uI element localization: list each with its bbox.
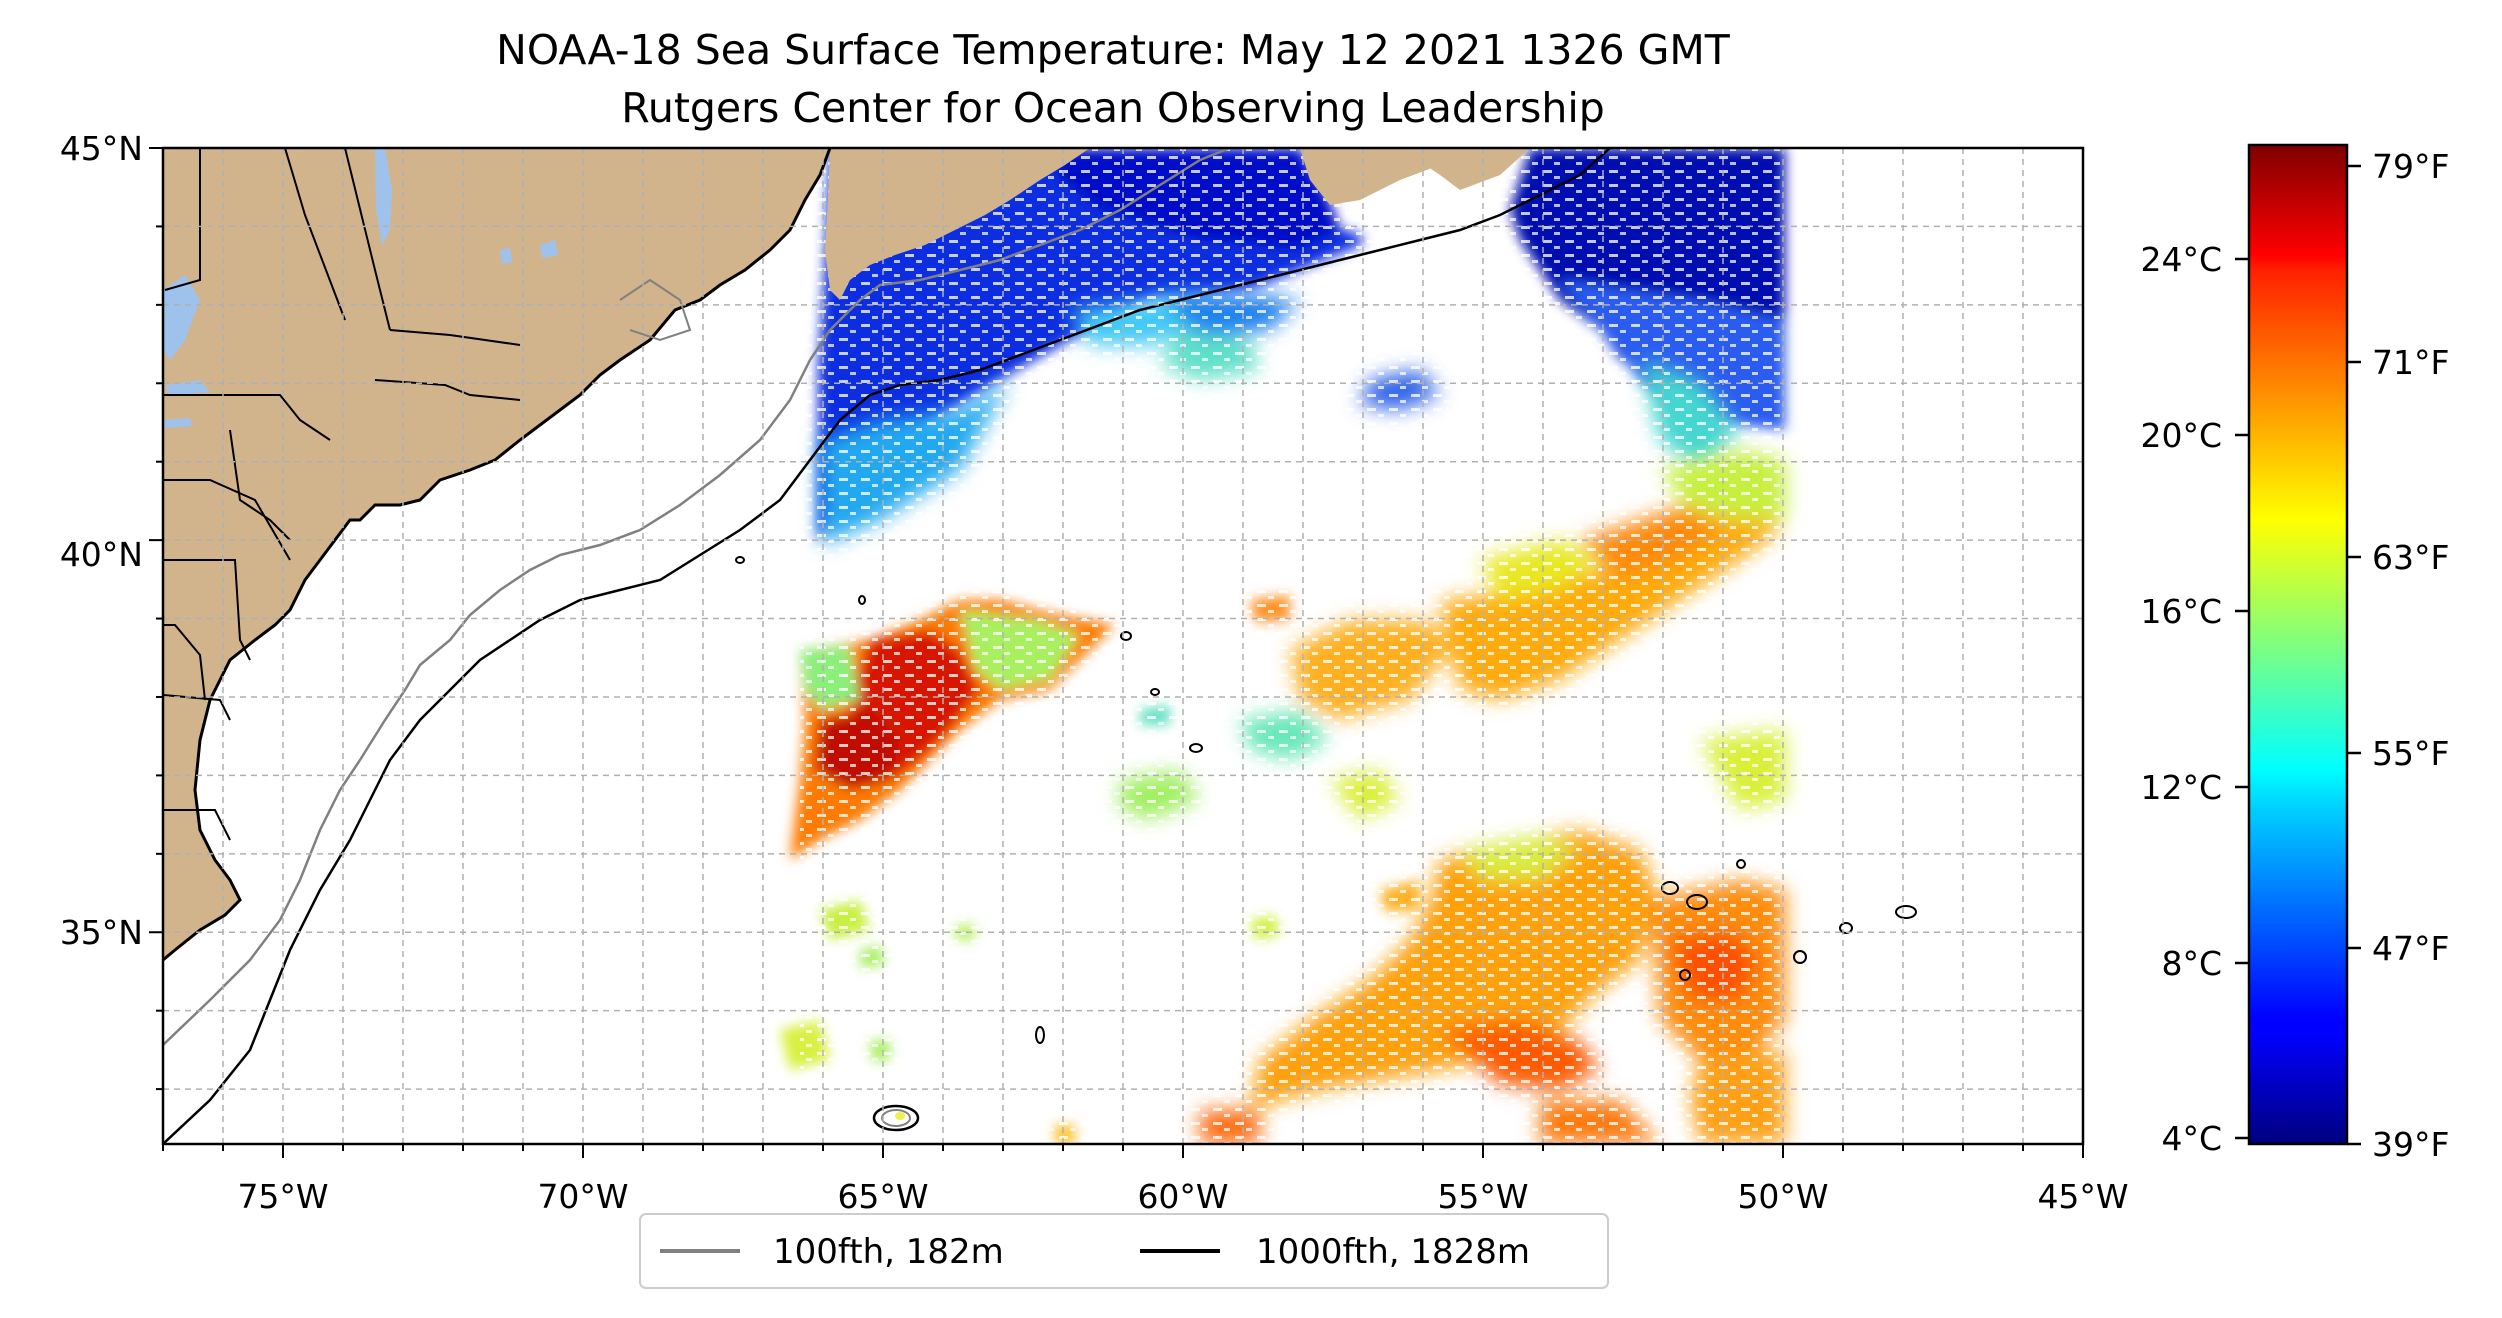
colorbar-fahrenheit-ticks	[2347, 164, 2361, 1146]
fahrenheit-tick-label: 39°F	[2372, 1125, 2449, 1164]
lon-tick-labels: 75°W 70°W 65°W 60°W 55°W 50°W 45°W	[237, 1177, 2128, 1216]
lon-tick-label: 65°W	[837, 1177, 928, 1216]
lat-tick-label: 35°N	[60, 913, 143, 952]
legend: 100fth, 182m 1000fth, 1828m	[639, 1213, 1609, 1289]
isobath-100fth	[163, 148, 1231, 1046]
fahrenheit-tick-label: 79°F	[2372, 147, 2449, 186]
lon-tick-label: 75°W	[237, 1177, 328, 1216]
celsius-tick-label: 4°C	[2161, 1119, 2222, 1158]
fahrenheit-tick-label: 47°F	[2372, 929, 2449, 968]
seamounts	[735, 556, 1917, 1044]
sst-swath	[780, 148, 1785, 1144]
celsius-tick-label: 24°C	[2140, 240, 2222, 279]
lat-tick-label: 45°N	[60, 129, 143, 168]
lon-tick-label: 70°W	[537, 1177, 628, 1216]
lat-tick-labels: 45°N 40°N 35°N	[60, 129, 143, 952]
state-borders	[163, 148, 521, 841]
lakes	[163, 148, 558, 428]
fahrenheit-tick-label: 71°F	[2372, 343, 2449, 382]
gridlines	[163, 148, 2083, 1144]
lat-tick-label: 40°N	[60, 535, 143, 574]
coastline	[163, 148, 832, 962]
isobath-1000fth	[163, 148, 1611, 1144]
isobath-100fth-gulf-of-maine	[619, 278, 692, 342]
colorbar-gradient	[2247, 143, 2349, 1146]
map-ticks	[149, 147, 2084, 1158]
celsius-tick-label: 16°C	[2140, 592, 2222, 631]
celsius-tick-label: 20°C	[2140, 416, 2222, 455]
title-line-1: NOAA-18 Sea Surface Temperature: May 12 …	[496, 26, 1731, 74]
lon-tick-label: 45°W	[2037, 1177, 2128, 1216]
fahrenheit-tick-label: 55°F	[2372, 734, 2449, 773]
fahrenheit-tick-label: 63°F	[2372, 538, 2449, 577]
lon-tick-label: 50°W	[1737, 1177, 1828, 1216]
lon-tick-label: 60°W	[1137, 1177, 1228, 1216]
bermuda-rise	[872, 1104, 920, 1132]
colorbar: 4°C 8°C 12°C 16°C 20°C 24°C 39°F 47°F 55…	[2140, 143, 2449, 1164]
map-panel	[163, 148, 2083, 1144]
legend-box	[639, 1213, 1609, 1289]
legend-label-1000fth: 1000fth, 1828m	[1256, 1232, 1530, 1272]
celsius-tick-label: 12°C	[2140, 768, 2222, 807]
lon-tick-label: 55°W	[1437, 1177, 1528, 1216]
title-line-2: Rutgers Center for Ocean Observing Leade…	[621, 84, 1605, 132]
land-mass	[163, 148, 1530, 962]
colorbar-celsius-ticks	[2235, 257, 2249, 1140]
celsius-tick-label: 8°C	[2161, 944, 2222, 983]
legend-label-100fth: 100fth, 182m	[773, 1232, 1004, 1272]
